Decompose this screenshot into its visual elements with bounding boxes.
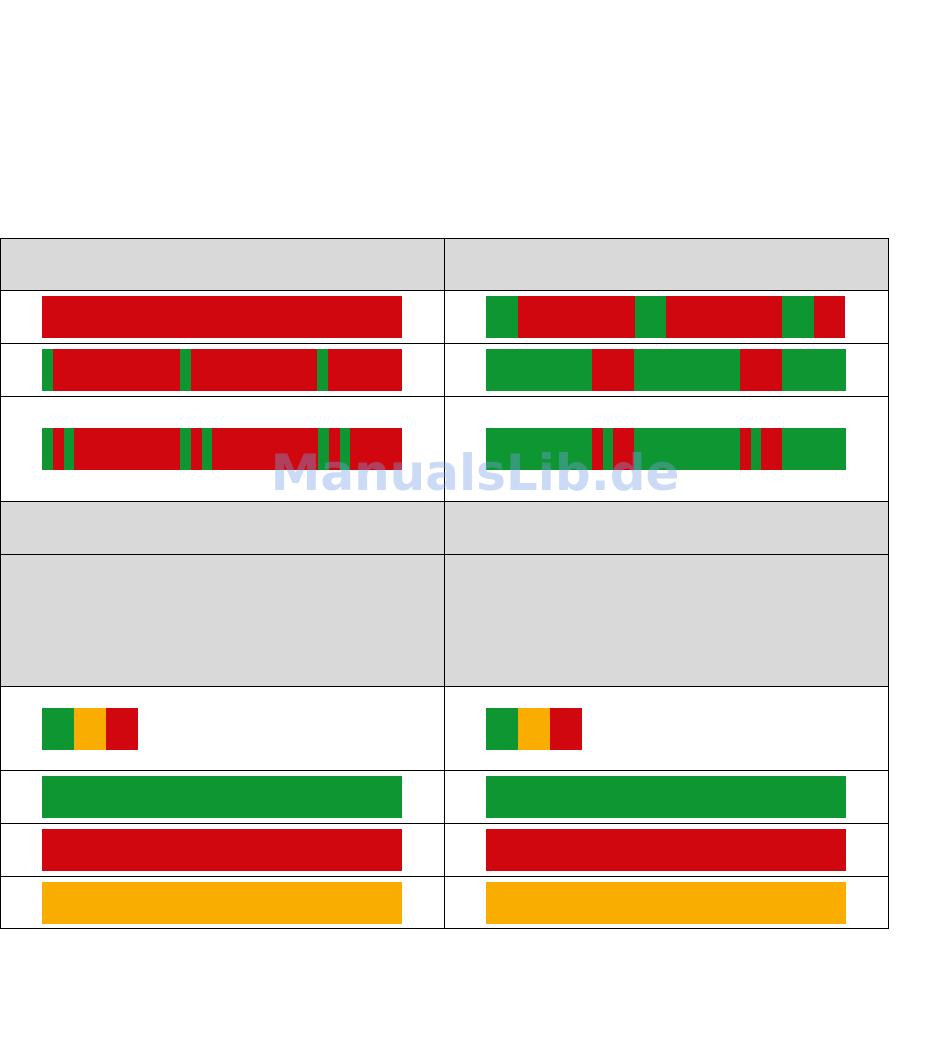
pattern-cell-right	[444, 396, 889, 502]
signal-bar	[486, 829, 846, 871]
pattern-cell-left	[0, 290, 445, 344]
signal-bar	[42, 776, 402, 818]
amber-segment	[42, 882, 402, 924]
red-segment	[814, 296, 845, 338]
signal-bar	[42, 349, 402, 391]
red-segment	[592, 349, 634, 391]
header-cell	[0, 238, 445, 291]
pattern-cell-right	[444, 343, 889, 397]
pattern-cell-right	[444, 823, 889, 877]
red-segment	[329, 428, 340, 470]
green-segment	[635, 296, 666, 338]
signal-bar	[486, 349, 846, 391]
amber-segment	[518, 708, 550, 750]
table-row	[0, 343, 889, 397]
signal-bar	[486, 776, 846, 818]
green-segment	[782, 349, 846, 391]
signal-bar	[486, 428, 846, 470]
green-segment	[317, 349, 328, 391]
table-row	[0, 823, 889, 877]
red-segment	[106, 708, 138, 750]
red-segment	[740, 428, 751, 470]
header-cell	[444, 554, 889, 687]
pattern-cell-left	[0, 876, 445, 929]
amber-segment	[74, 708, 106, 750]
signal-bar	[42, 428, 402, 470]
green-segment	[42, 349, 53, 391]
pattern-cell-left	[0, 823, 445, 877]
green-segment	[202, 428, 212, 470]
green-segment	[486, 296, 518, 338]
green-segment	[751, 428, 761, 470]
green-segment	[634, 349, 740, 391]
red-segment	[42, 829, 402, 871]
red-segment	[350, 428, 402, 470]
pattern-cell-right	[444, 686, 889, 771]
table-row	[0, 876, 889, 929]
pattern-cell-right	[444, 770, 889, 824]
green-segment	[42, 776, 402, 818]
amber-segment	[486, 882, 846, 924]
table-header-row	[0, 238, 889, 291]
header-cell	[444, 501, 889, 555]
green-segment	[486, 349, 592, 391]
red-segment	[613, 428, 634, 470]
pattern-cell-right	[444, 876, 889, 929]
pattern-cell-left	[0, 686, 445, 771]
red-segment	[486, 829, 846, 871]
signal-bar	[486, 882, 846, 924]
red-segment	[53, 349, 180, 391]
signal-pattern-table	[0, 238, 889, 929]
red-segment	[74, 428, 180, 470]
table-body	[0, 238, 889, 929]
table-row	[0, 290, 889, 344]
table-row	[0, 770, 889, 824]
pattern-cell-right	[444, 290, 889, 344]
red-segment	[191, 349, 317, 391]
red-segment	[328, 349, 402, 391]
green-segment	[180, 428, 191, 470]
green-segment	[782, 296, 814, 338]
green-segment	[486, 708, 518, 750]
green-segment	[486, 428, 592, 470]
green-segment	[318, 428, 329, 470]
signal-bar	[486, 296, 845, 338]
header-cell	[0, 554, 445, 687]
green-segment	[42, 428, 53, 470]
red-segment	[666, 296, 782, 338]
red-segment	[761, 428, 782, 470]
pattern-cell-left	[0, 343, 445, 397]
signal-bar	[42, 708, 138, 750]
signal-bar	[42, 829, 402, 871]
signal-bar	[486, 708, 582, 750]
green-segment	[782, 428, 846, 470]
green-segment	[42, 708, 74, 750]
red-segment	[42, 296, 402, 338]
red-segment	[592, 428, 603, 470]
red-segment	[550, 708, 582, 750]
signal-bar	[42, 296, 402, 338]
green-segment	[340, 428, 350, 470]
table-row	[0, 396, 889, 502]
red-segment	[191, 428, 202, 470]
pattern-cell-left	[0, 770, 445, 824]
header-cell	[0, 501, 445, 555]
header-cell	[444, 238, 889, 291]
table-row	[0, 686, 889, 771]
red-segment	[518, 296, 635, 338]
green-segment	[180, 349, 191, 391]
green-segment	[603, 428, 613, 470]
signal-bar	[42, 882, 402, 924]
red-segment	[212, 428, 318, 470]
red-segment	[740, 349, 782, 391]
green-segment	[486, 776, 846, 818]
red-segment	[53, 428, 64, 470]
table-header-row	[0, 501, 889, 555]
table-header-row	[0, 554, 889, 687]
green-segment	[634, 428, 740, 470]
green-segment	[64, 428, 74, 470]
pattern-cell-left	[0, 396, 445, 502]
